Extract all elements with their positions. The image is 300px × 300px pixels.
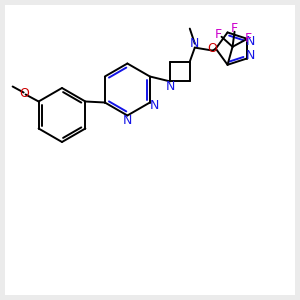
Text: N: N [246, 35, 255, 48]
Text: N: N [165, 80, 175, 93]
Text: O: O [207, 42, 217, 55]
Text: O: O [20, 87, 30, 100]
FancyBboxPatch shape [5, 5, 295, 295]
Text: N: N [246, 49, 255, 62]
Text: N: N [123, 114, 132, 127]
Text: F: F [231, 22, 238, 35]
Text: F: F [215, 28, 222, 41]
Text: N: N [190, 37, 200, 50]
Text: F: F [245, 32, 252, 45]
Text: N: N [150, 99, 160, 112]
